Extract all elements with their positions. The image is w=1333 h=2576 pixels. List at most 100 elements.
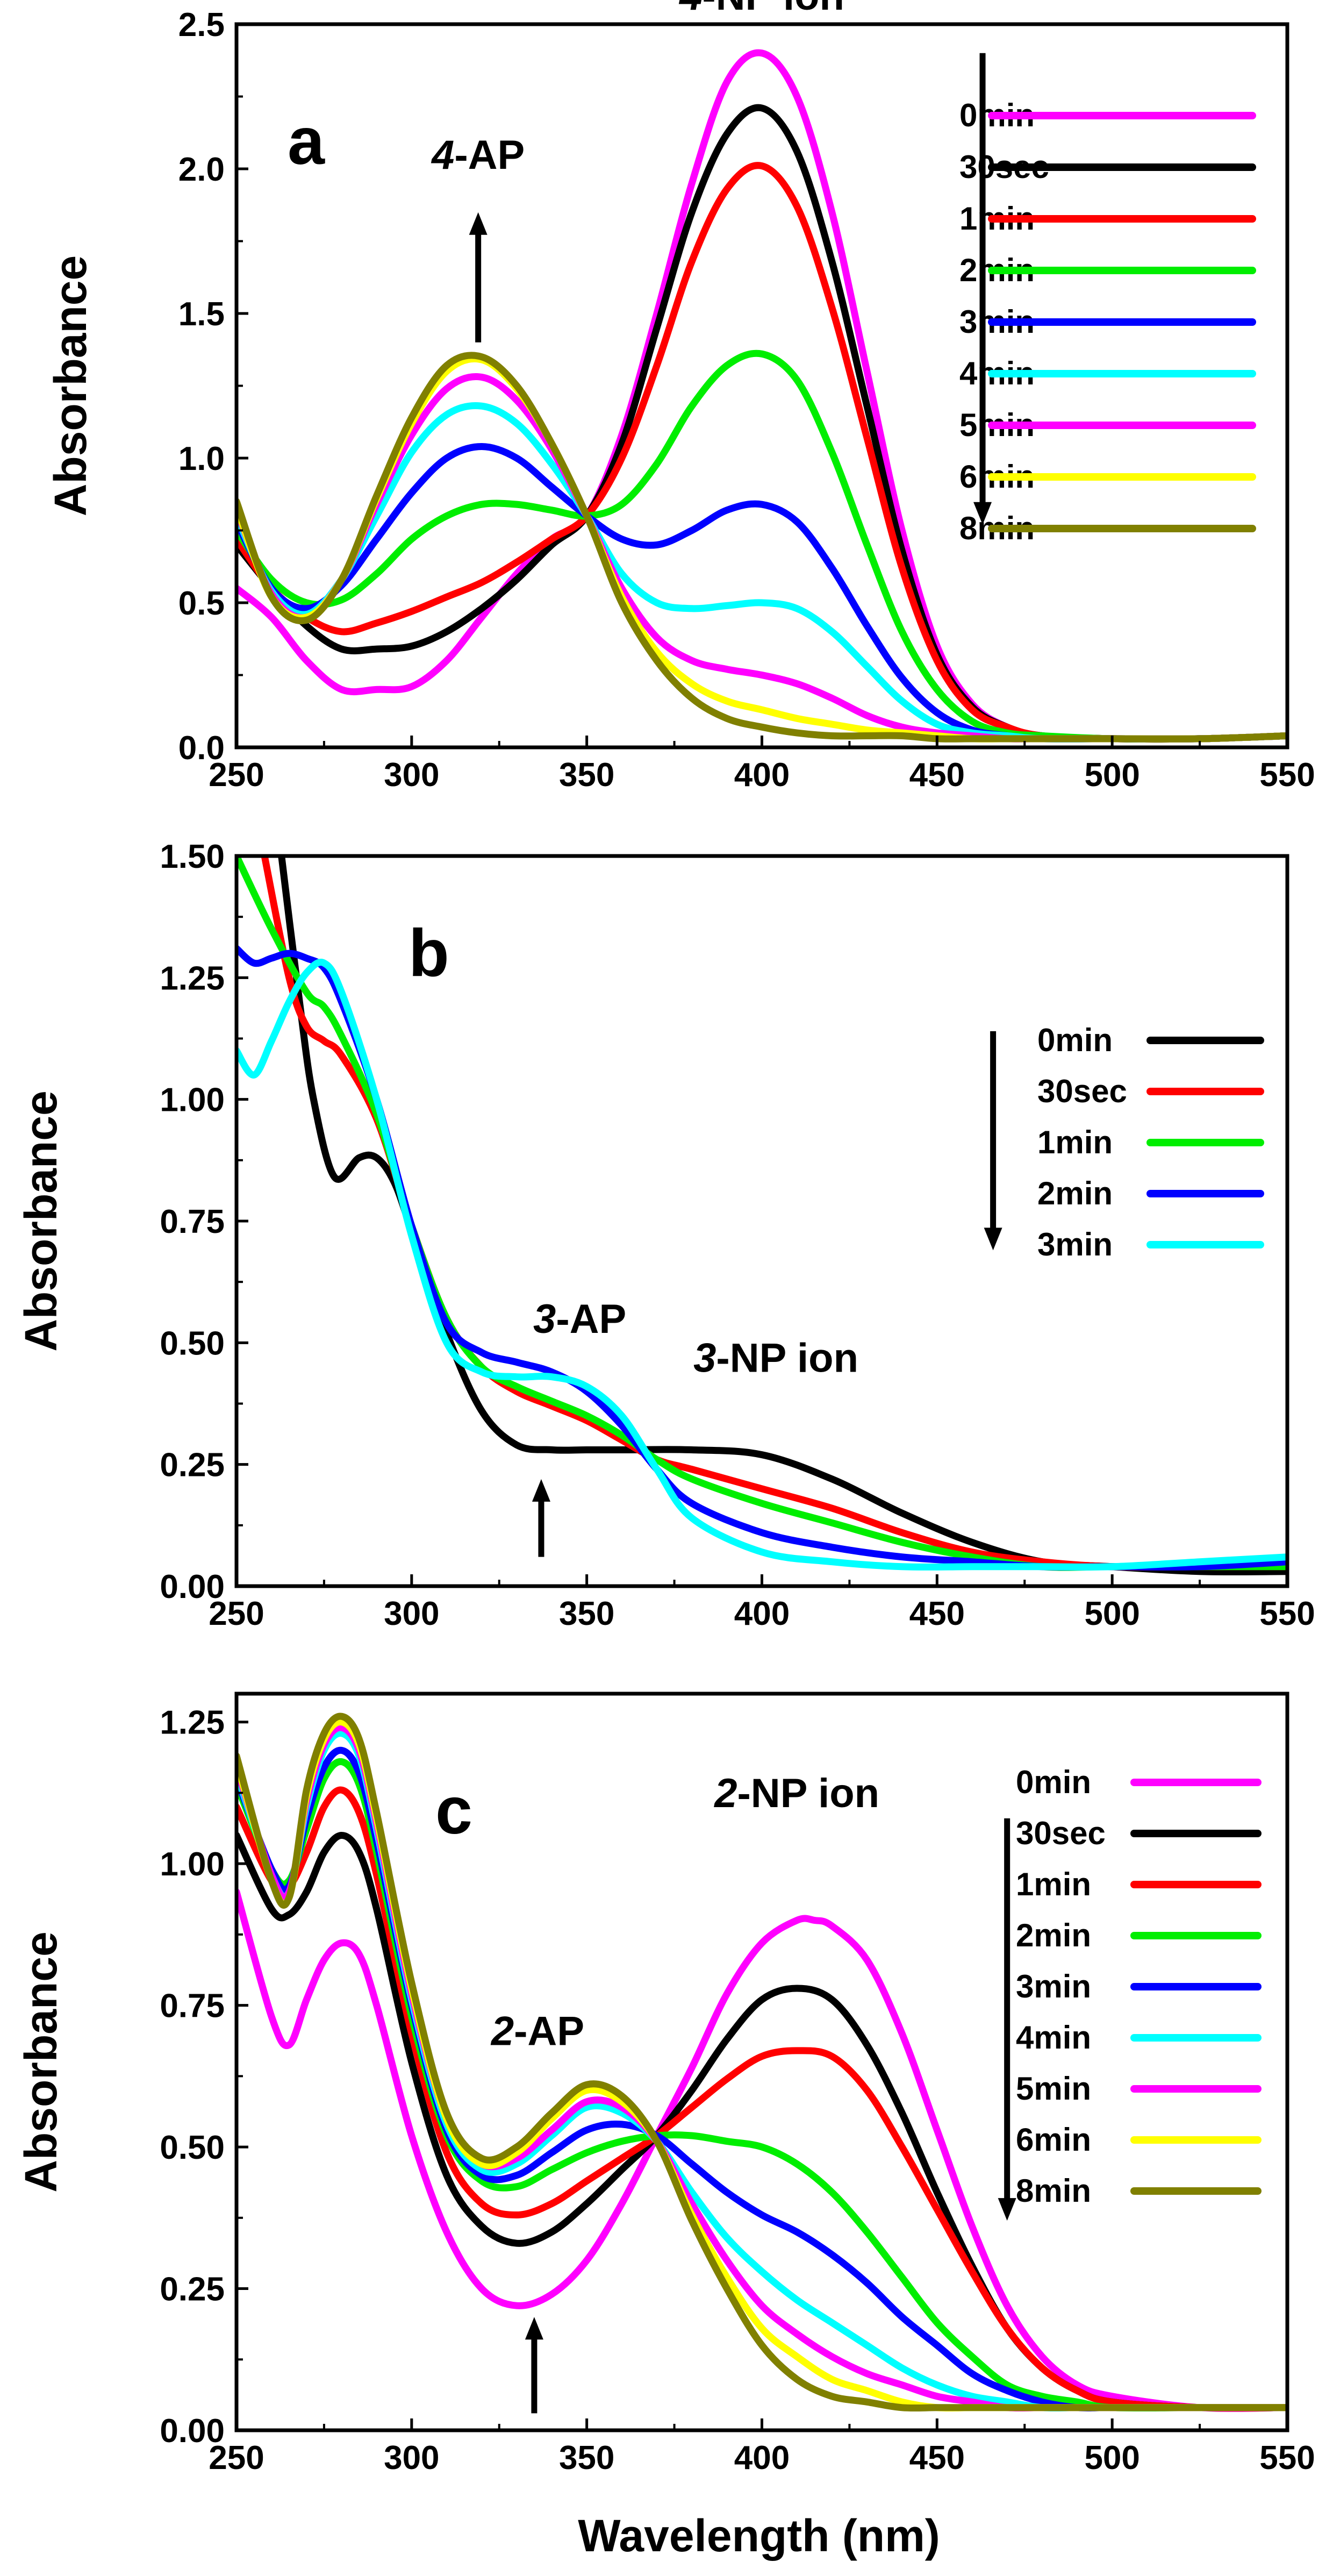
legend-label: 5min <box>1016 2071 1091 2107</box>
panel-letter: b <box>408 916 449 990</box>
panel-c: 250 300 350 400 450 500 550 0.00 0.25 0.50 0.75 1.0… <box>16 1692 1315 2477</box>
panel-b: 250 300 350 400 450 500 550 0.00 0.25 0.50 0.75 1.0… <box>16 838 1315 1632</box>
legend: 0min 30sec 1min 2min 3min <box>1037 1022 1264 1262</box>
x-tick-label: 300 <box>384 1595 439 1632</box>
arrow-down-icon <box>973 53 992 525</box>
peak-annotation: 3-NP ion <box>693 1336 858 1381</box>
annotation-italic: 4 <box>678 0 702 19</box>
x-tick-label: 300 <box>384 757 439 794</box>
series-group <box>236 49 1287 743</box>
legend-label: 4min <box>1016 2020 1091 2056</box>
panel-letter: c <box>435 1774 472 1848</box>
annotation-italic: 2 <box>490 2008 514 2054</box>
series-line-0min <box>236 1888 1287 2412</box>
series-group <box>236 856 1287 1575</box>
x-tick-label: 300 <box>384 2439 439 2477</box>
y-tick-label: 0.00 <box>160 2413 225 2450</box>
legend-label: 8min <box>1016 2173 1091 2209</box>
legend-label: 6min <box>1016 2122 1091 2158</box>
x-axis-label: Wavelength (nm) <box>578 2510 940 2561</box>
peak-annotation: 4-NP ion <box>678 0 844 19</box>
y-tick-label: 1.00 <box>160 1846 225 1883</box>
y-tick-label: 0.5 <box>178 585 225 622</box>
annotation-rest: -NP ion <box>716 1336 858 1381</box>
x-tick-label: 550 <box>1259 1595 1315 1632</box>
peak-annotation: 4-AP <box>431 132 525 178</box>
annotation-italic: 3 <box>693 1336 716 1381</box>
y-axis-label: Absorbance <box>16 1090 66 1351</box>
arrow-up-icon <box>469 212 488 342</box>
series-line-3min <box>236 959 1287 1571</box>
legend-label: 30sec <box>1037 1073 1127 1109</box>
y-tick-label: 0.00 <box>160 1568 225 1605</box>
panels-container: 250 300 350 400 450 500 550 0.0 0.5 1.0 1.5 2.0 2.5 A… <box>16 0 1315 2477</box>
y-tick-label: 0.0 <box>178 730 225 767</box>
legend-label: 3min <box>1037 1226 1113 1262</box>
legend-label: 30sec <box>1016 1815 1106 1851</box>
series-line-30sec <box>261 856 1287 1571</box>
y-tick-label: 2.0 <box>178 151 225 188</box>
x-tick-label: 450 <box>909 757 965 794</box>
panel-letter: a <box>288 104 325 179</box>
x-tick-label: 400 <box>734 1595 790 1632</box>
y-tick-label: 1.50 <box>160 838 225 875</box>
y-tick-label: 1.25 <box>160 960 225 997</box>
y-tick-label: 0.50 <box>160 1325 225 1362</box>
peak-annotation: 2-NP ion <box>713 1771 879 1816</box>
y-tick-label: 0.50 <box>160 2129 225 2166</box>
x-tick-label: 550 <box>1259 757 1315 794</box>
x-tick-label: 500 <box>1084 2439 1140 2477</box>
peak-annotation: 2-AP <box>490 2008 584 2054</box>
series-line-8min <box>236 352 1287 743</box>
series-line-8min <box>236 1712 1287 2412</box>
x-tick-label: 250 <box>209 1595 264 1632</box>
y-tick-label: 1.0 <box>178 440 225 477</box>
annotation-italic: 2 <box>713 1771 737 1816</box>
annotation-rest: -NP ion <box>737 1771 880 1816</box>
y-tick-label: 1.25 <box>160 1704 225 1742</box>
arrow-up-icon <box>532 1479 550 1557</box>
arrow-down-icon <box>984 1031 1002 1251</box>
arrow-down-icon <box>998 1818 1016 2221</box>
y-tick-label: 0.75 <box>160 1203 225 1240</box>
panel-a: 250 300 350 400 450 500 550 0.0 0.5 1.0 1.5 2.0 2.5 A… <box>45 0 1315 794</box>
annotation-rest: -AP <box>454 132 525 178</box>
legend-label: 2min <box>1037 1175 1113 1211</box>
legend-label: 3min <box>1016 1968 1091 2004</box>
x-tick-label: 500 <box>1084 1595 1140 1632</box>
annotation-italic: 3 <box>533 1296 556 1342</box>
legend-label: 0min <box>1016 1764 1091 1800</box>
x-tick-label: 550 <box>1259 2439 1315 2477</box>
series-line-3min <box>236 1746 1287 2412</box>
series-line-2min <box>236 1758 1287 2412</box>
y-tick-label: 0.25 <box>160 1447 225 1484</box>
annotation-italic: 4 <box>431 132 454 178</box>
x-tick-label: 350 <box>559 757 614 794</box>
annotation-rest: -AP <box>514 2008 584 2054</box>
x-tick-label: 400 <box>734 2439 790 2477</box>
legend-label: 1min <box>1037 1124 1113 1160</box>
x-tick-label: 350 <box>559 2439 614 2477</box>
legend-label: 1min <box>1016 1866 1091 1902</box>
arrow-up-icon <box>525 2317 543 2414</box>
series-line-4min <box>236 1730 1287 2412</box>
annotation-rest: -AP <box>556 1296 626 1342</box>
y-tick-label: 1.5 <box>178 296 225 333</box>
x-tick-label: 450 <box>909 1595 965 1632</box>
series-group <box>236 1712 1287 2412</box>
y-axis-label: Absorbance <box>45 255 96 516</box>
annotation-rest: -NP ion <box>702 0 844 19</box>
y-tick-label: 1.00 <box>160 1082 225 1119</box>
y-tick-label: 0.25 <box>160 2271 225 2308</box>
x-tick-label: 350 <box>559 1595 614 1632</box>
x-tick-label: 250 <box>209 2439 264 2477</box>
x-tick-label: 450 <box>909 2439 965 2477</box>
x-tick-label: 500 <box>1084 757 1140 794</box>
x-tick-label: 400 <box>734 757 790 794</box>
x-tick-label: 250 <box>209 757 264 794</box>
y-tick-label: 2.5 <box>178 6 225 44</box>
y-axis-label: Absorbance <box>16 1931 66 2192</box>
